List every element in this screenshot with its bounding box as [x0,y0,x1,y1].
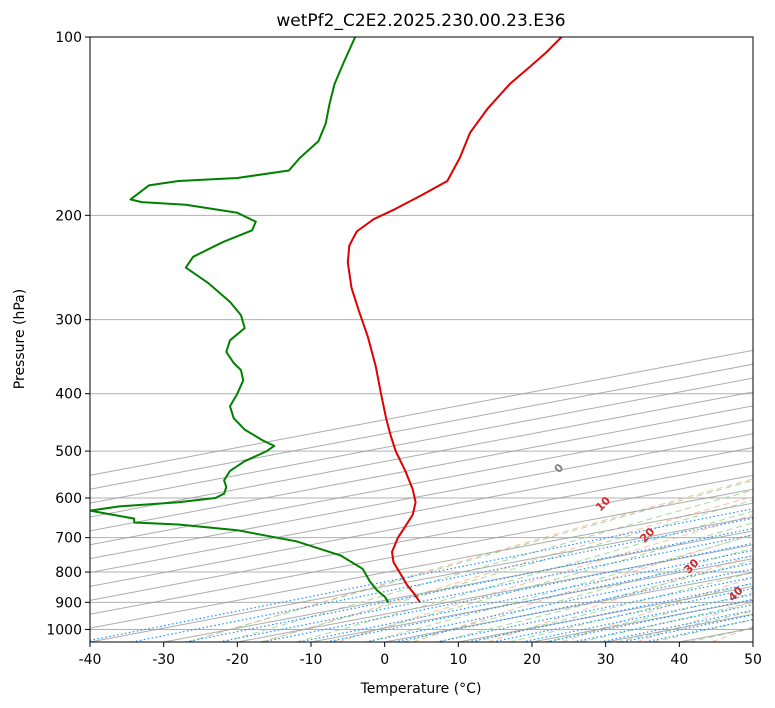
skewed-isotherm [752,641,753,642]
dewpoint-line [90,37,390,603]
y-tick-label: 900 [55,595,82,611]
skewed-isotherm [90,447,753,574]
y-tick-label: 500 [55,444,82,460]
mixing-ratio-line [365,562,753,642]
x-tick-label: 30 [597,652,615,668]
skewed-isotherm [90,377,753,504]
y-tick-label: 700 [55,531,82,547]
moist-adiabat [402,547,753,642]
skewed-isotherms [90,349,753,642]
skewed-isotherm [90,474,753,601]
y-axis-label: Pressure (hPa) [12,289,28,389]
skewed-isotherm [90,419,753,546]
x-tick-label: 20 [523,652,541,668]
y-axis-ticks: 100 200 300 400 500 600 700 800 900 1000 [46,30,90,638]
skewed-isotherm [384,572,753,642]
mixing-ratio-line [546,598,753,642]
x-tick-label: 50 [744,652,762,668]
mixing-ratio-lines [90,508,753,642]
mixing-ratio-line [467,582,753,642]
temperature-line [346,37,563,603]
y-tick-label: 800 [55,565,82,581]
x-tick-label: -40 [79,652,102,668]
y-tick-label: 600 [55,491,82,507]
mixing-ratio-line [90,508,753,641]
moist-adiabat [544,592,753,642]
moist-adiabat [296,510,753,642]
x-tick-label: 10 [449,652,467,668]
skewed-isotherm [310,558,753,642]
x-axis-ticks: -40 -30 -20 -10 0 10 20 30 40 50 [79,642,762,668]
plot-border [89,36,754,643]
skewed-isotherm [90,363,753,490]
skewed-isotherm [90,516,753,642]
skewed-isotherm [90,433,753,560]
x-tick-label: 0 [380,652,389,668]
moist-adiabat [473,571,753,642]
y-tick-label: 300 [55,313,82,329]
y-tick-label: 100 [55,30,82,46]
skewed-isotherm [90,391,753,518]
x-tick-label: 40 [670,652,688,668]
mixing-ratio-line [492,587,753,642]
moist-adiabat [187,479,753,642]
mixing-ratio-line [436,576,753,642]
skewed-isotherm [90,488,753,615]
y-tick-label: 400 [55,387,82,403]
chart-title: wetPf2_C2E2.2025.230.00.23.E36 [276,11,565,31]
skewed-isotherm [90,460,753,587]
plot-background [90,37,753,642]
skewed-isotherm [163,530,753,642]
profile-lines [90,37,563,603]
moist-adiabat [367,534,753,642]
dry-adiabat [263,495,753,642]
mixing-ratio-line [218,534,753,642]
plot-frame [89,36,754,643]
x-tick-label: -10 [300,652,323,668]
x-axis-label: Temperature (°C) [360,681,482,697]
plot-area [90,37,753,642]
mixing-ratio-line [131,517,753,642]
skewed-isotherm [237,544,753,642]
x-tick-label: -20 [226,652,249,668]
y-tick-label: 1000 [46,622,82,638]
skewed-isotherm [90,502,753,629]
skewed-isotherm [90,405,753,532]
moist-adiabats [187,479,753,642]
dry-adiabat [487,554,753,642]
mixing-ratio-line [521,593,753,642]
skewed-isotherm [458,585,753,642]
x-tick-label: -30 [152,652,175,668]
moist-adiabat [260,499,753,642]
y-tick-label: 200 [55,208,82,224]
